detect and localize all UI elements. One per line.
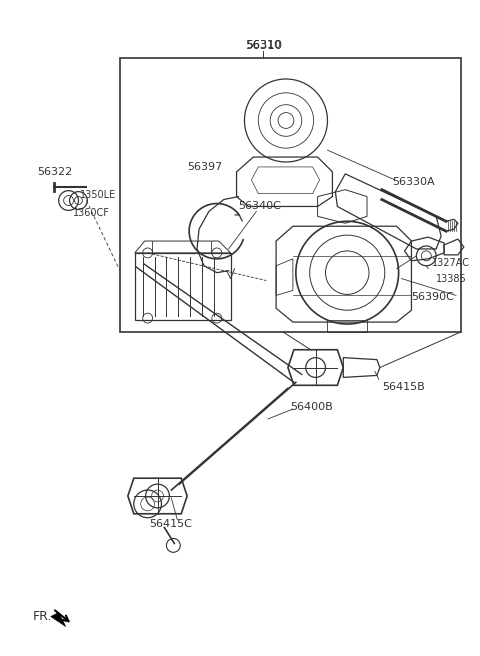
Text: 1350LE: 1350LE xyxy=(81,190,117,199)
Text: 56322: 56322 xyxy=(37,167,72,177)
Bar xyxy=(135,253,230,320)
Text: 56415C: 56415C xyxy=(150,519,192,529)
Text: 56400B: 56400B xyxy=(290,402,333,412)
Text: FR.: FR. xyxy=(33,610,52,623)
Text: 1360CF: 1360CF xyxy=(72,209,109,218)
Text: 56310: 56310 xyxy=(246,41,281,51)
Text: 1327AC: 1327AC xyxy=(432,258,470,268)
Text: 13385: 13385 xyxy=(436,274,467,283)
Polygon shape xyxy=(51,613,66,626)
Text: 56415B: 56415B xyxy=(382,382,425,392)
Text: 56397: 56397 xyxy=(187,162,222,172)
Text: 56340C: 56340C xyxy=(239,201,281,211)
Bar xyxy=(120,58,461,332)
Text: 56390C: 56390C xyxy=(411,293,454,302)
Text: 56330A: 56330A xyxy=(392,176,434,187)
Text: 56310: 56310 xyxy=(245,39,282,52)
